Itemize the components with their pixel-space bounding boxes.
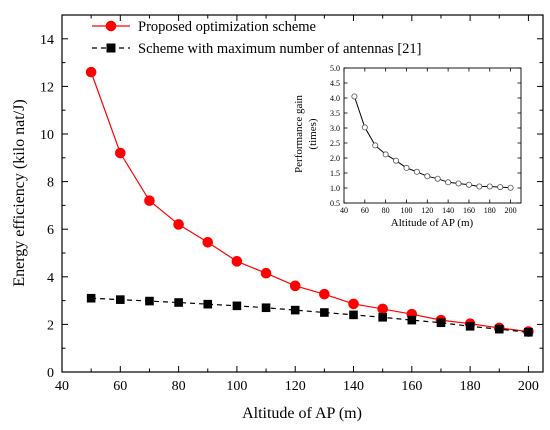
x-axis-label: Altitude of AP (m)	[242, 405, 362, 422]
legend-label-baseline: Scheme with maximum number of antennas […	[138, 41, 422, 57]
inset-data-point	[403, 164, 410, 171]
x-tick-label: 120	[285, 379, 306, 394]
inset-x-tick-label: 100	[400, 206, 412, 215]
data-point-proposed	[85, 66, 97, 78]
data-point-baseline	[261, 303, 271, 313]
inset-x-tick-label: 40	[340, 206, 348, 215]
inset-x-tick-label: 120	[421, 206, 433, 215]
inset-x-tick-label: 80	[382, 206, 390, 215]
y-axis-label: Energy efficiency (kilo nat/J)	[11, 99, 28, 286]
series-line-baseline	[91, 297, 529, 333]
inset-y-tick-label: 4.5	[330, 79, 340, 88]
inset-data-point	[393, 157, 400, 164]
inset-data-point	[455, 180, 462, 187]
y-tick-label: 0	[47, 366, 54, 381]
inset-x-axis-label: Altitude of AP (m)	[391, 217, 474, 229]
data-point-baseline	[203, 299, 213, 309]
data-point-proposed	[319, 288, 330, 300]
data-point-baseline	[290, 305, 300, 315]
inset-y-axis-label-units: (times)	[307, 118, 319, 149]
data-point-baseline	[232, 301, 242, 311]
inset-y-tick-label: 5.0	[330, 64, 340, 73]
data-point-baseline	[86, 293, 96, 303]
data-point-baseline	[174, 298, 183, 307]
y-tick-label: 8	[47, 176, 54, 191]
inset-y-tick-label: 4.0	[330, 94, 340, 103]
inset-plot-frame	[343, 67, 522, 204]
inset-y-axis-label: Performance gain	[293, 95, 305, 173]
x-tick-label: 80	[172, 379, 186, 394]
x-tick-label: 200	[518, 379, 539, 394]
inset-data-point	[351, 93, 358, 100]
inset-data-point	[424, 173, 431, 180]
inset-y-tick-label: 0.5	[330, 199, 340, 208]
data-point-proposed	[348, 298, 359, 310]
legend-marker-baseline	[106, 43, 116, 53]
data-point-baseline	[320, 308, 329, 317]
data-point-proposed	[377, 303, 388, 315]
inset-x-tick-label: 60	[361, 206, 369, 215]
data-point-baseline	[145, 296, 154, 306]
y-tick-label: 4	[47, 271, 54, 286]
data-point-proposed	[144, 195, 155, 206]
inset-data-point	[465, 181, 472, 188]
inset-y-tick-label: 2.0	[330, 154, 340, 163]
x-tick-label: 140	[343, 379, 364, 394]
x-tick-label: 180	[460, 379, 481, 394]
data-point-baseline	[378, 312, 387, 322]
inset-data-point	[413, 168, 420, 175]
data-point-proposed	[260, 267, 272, 279]
x-tick-label: 40	[55, 379, 69, 394]
inset-x-tick-label: 200	[505, 206, 517, 215]
y-tick-label: 12	[40, 80, 54, 95]
inset-x-tick-label: 160	[463, 206, 475, 215]
data-point-proposed	[289, 280, 301, 292]
data-point-baseline	[407, 315, 417, 325]
inset-y-tick-label: 1.0	[330, 184, 340, 193]
legend-marker-proposed	[105, 20, 117, 32]
x-tick-label: 160	[401, 379, 422, 394]
inset-data-point	[497, 184, 504, 191]
data-point-proposed	[173, 219, 184, 230]
y-tick-label: 6	[47, 223, 54, 238]
data-point-proposed	[115, 147, 126, 159]
data-point-baseline	[436, 318, 446, 328]
inset-data-point	[382, 151, 389, 158]
inset-data-point	[476, 183, 483, 190]
inset-data-point	[445, 179, 452, 186]
data-point-baseline	[524, 327, 533, 337]
data-point-baseline	[349, 310, 358, 320]
data-point-proposed	[202, 236, 214, 248]
inset-data-point	[372, 142, 379, 149]
inset-data-point	[486, 183, 493, 190]
x-tick-label: 60	[113, 379, 127, 394]
inset-y-tick-label: 3.5	[330, 109, 340, 118]
inset-x-tick-label: 180	[484, 206, 496, 215]
data-point-baseline	[116, 295, 125, 304]
y-tick-label: 14	[40, 33, 54, 48]
x-tick-label: 100	[226, 379, 247, 394]
data-point-proposed	[231, 256, 243, 267]
inset-data-point	[507, 184, 514, 191]
inset-data-point	[361, 124, 368, 131]
y-tick-label: 10	[40, 128, 54, 143]
legend-label-proposed: Proposed optimization scheme	[138, 19, 316, 35]
inset-y-tick-label: 3.0	[330, 124, 340, 133]
data-point-baseline	[494, 324, 504, 334]
series-line-proposed	[90, 71, 529, 333]
inset-x-tick-label: 140	[442, 206, 454, 215]
inset-series-line	[353, 96, 511, 189]
inset-data-point	[434, 175, 441, 182]
data-point-baseline	[465, 322, 475, 331]
main-plot-frame	[61, 14, 544, 373]
inset-y-tick-label: 2.5	[330, 139, 340, 148]
inset-y-tick-label: 1.5	[330, 169, 340, 178]
y-tick-label: 2	[47, 318, 54, 333]
legend: Proposed optimization scheme Scheme with…	[92, 19, 422, 57]
